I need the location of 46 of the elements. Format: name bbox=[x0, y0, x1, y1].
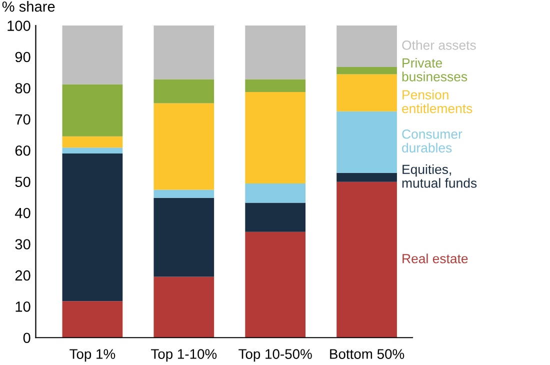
y-tick-label: 50 bbox=[15, 176, 30, 188]
bar bbox=[336, 67, 397, 74]
bar bbox=[62, 136, 123, 148]
bar bbox=[154, 103, 214, 190]
y-tick-label: 80 bbox=[15, 83, 30, 94]
y-axis-title: % share bbox=[2, 1, 55, 12]
y-tick-label: 100 bbox=[8, 20, 30, 31]
bar bbox=[245, 202, 306, 232]
bar bbox=[336, 182, 397, 338]
y-tick-label: 10 bbox=[16, 302, 30, 312]
bar bbox=[245, 26, 306, 80]
y-tick-label: 40 bbox=[15, 208, 30, 218]
bar bbox=[154, 26, 214, 80]
bar bbox=[62, 301, 123, 338]
bar bbox=[154, 190, 214, 198]
x-tick-label: Top 1-10% bbox=[151, 349, 217, 362]
x-tick-label: Bottom 50% bbox=[330, 349, 404, 359]
bar bbox=[245, 232, 306, 338]
bar bbox=[62, 26, 123, 84]
series-label: Private businesses bbox=[402, 58, 468, 82]
bar bbox=[154, 276, 214, 338]
bar bbox=[154, 79, 214, 104]
series-label: Pension entitlements bbox=[402, 90, 472, 114]
y-tick-label: 70 bbox=[15, 114, 30, 125]
bar bbox=[62, 84, 123, 136]
bar bbox=[336, 26, 397, 68]
bar bbox=[154, 198, 214, 277]
series-label: Real estate bbox=[402, 254, 468, 264]
y-tick-label: 0 bbox=[23, 332, 30, 344]
bar bbox=[336, 74, 397, 112]
x-tick-label: Top 1% bbox=[70, 349, 116, 362]
x-tick-label: Top 10-50% bbox=[238, 349, 312, 362]
bar bbox=[245, 92, 306, 184]
bar bbox=[336, 172, 397, 182]
bar bbox=[336, 111, 397, 173]
bar bbox=[245, 79, 306, 92]
y-tick-label: 30 bbox=[15, 239, 30, 250]
series-label: Equities, mutual funds bbox=[402, 164, 477, 188]
bar bbox=[245, 183, 306, 203]
y-tick-label: 60 bbox=[15, 145, 30, 156]
bar bbox=[62, 148, 123, 154]
bar bbox=[62, 154, 123, 302]
y-tick-label: 90 bbox=[15, 52, 30, 62]
y-tick-label: 20 bbox=[15, 270, 30, 281]
series-label: Consumer durables bbox=[402, 129, 462, 153]
series-label: Other assets bbox=[402, 40, 476, 50]
